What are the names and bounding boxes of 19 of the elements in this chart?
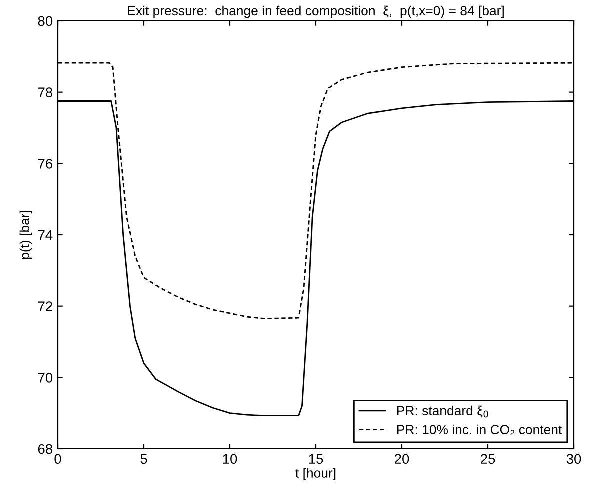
y-tick-label: 80	[38, 16, 53, 26]
y-tick-label: 68	[38, 444, 53, 454]
y-tick-label: 70	[38, 373, 53, 383]
x-tick-label: 30	[566, 454, 582, 464]
y-axis-title: p(t) [bar]	[20, 211, 32, 260]
x-tick-label: 10	[223, 454, 238, 464]
chart-title: Exit pressure: change in feed composition ξ, p(t,x=0) = 84 [bar]	[128, 6, 504, 18]
x-axis-title: t [hour]	[296, 468, 336, 480]
legend-label: PR: 10% inc. in CO₂ content	[397, 424, 562, 436]
x-tick-label: 20	[394, 454, 410, 464]
y-tick-label: 74	[38, 230, 53, 240]
x-tick-label: 0	[54, 454, 62, 464]
y-tick-label: 78	[38, 88, 53, 98]
y-tick-label: 76	[38, 159, 53, 169]
y-tick-label: 72	[38, 302, 52, 312]
x-tick-label: 5	[140, 454, 148, 464]
x-tick-label: 15	[309, 454, 324, 464]
x-tick-label: 25	[480, 454, 496, 464]
legend-label: PR: standard ξ$_{0}$	[397, 406, 488, 418]
